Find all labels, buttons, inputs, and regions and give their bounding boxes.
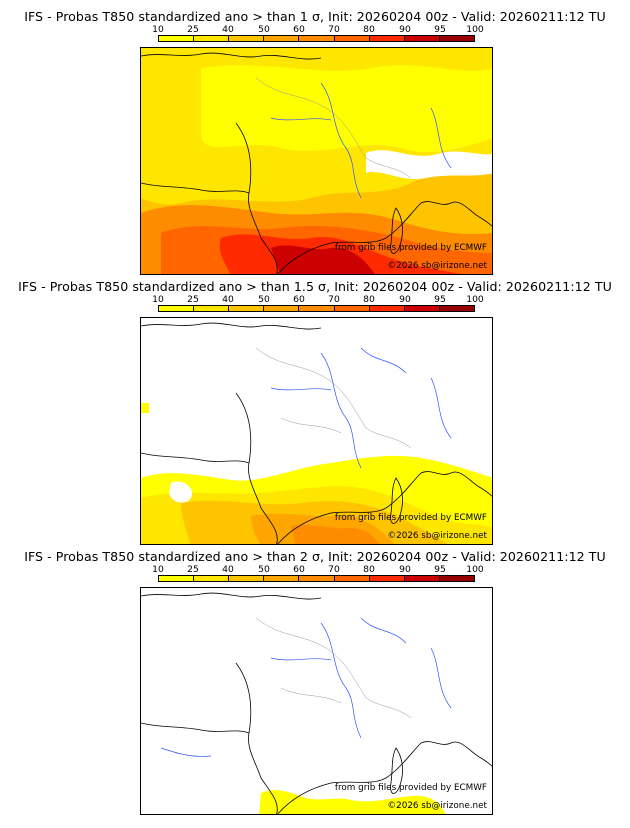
scale-tick: 70 bbox=[328, 294, 340, 305]
scale-swatch bbox=[264, 36, 300, 41]
scale-tick: 100 bbox=[466, 294, 484, 305]
probability-map bbox=[141, 48, 492, 274]
scale-tick: 70 bbox=[328, 564, 340, 575]
color-scale-labels: 10 25 40 50 60 70 80 90 95 100 bbox=[152, 294, 484, 305]
scale-tick: 40 bbox=[222, 24, 234, 35]
panel-1: IFS - Probas T850 standardized ano > tha… bbox=[0, 0, 630, 278]
field-10 bbox=[201, 65, 492, 153]
field-90 bbox=[271, 245, 375, 274]
rivers bbox=[270, 347, 452, 469]
source-credit: from grib files provided by ECMWF bbox=[334, 243, 487, 253]
scale-tick: 25 bbox=[187, 24, 199, 35]
borders bbox=[255, 77, 412, 179]
scale-swatch bbox=[334, 306, 370, 311]
scale-tick: 10 bbox=[152, 294, 164, 305]
scale-tick: 100 bbox=[466, 24, 484, 35]
scale-tick: 25 bbox=[187, 294, 199, 305]
scale-tick: 60 bbox=[293, 564, 305, 575]
scale-swatch bbox=[229, 576, 265, 581]
scale-swatch bbox=[404, 576, 440, 581]
color-scale-labels: 10 25 40 50 60 70 80 90 95 100 bbox=[152, 564, 484, 575]
copyright-credit: ©2026 sb@irizone.net bbox=[387, 531, 487, 541]
scale-tick: 80 bbox=[363, 24, 375, 35]
scale-swatch bbox=[229, 36, 265, 41]
scale-tick: 70 bbox=[328, 24, 340, 35]
scale-swatch bbox=[159, 576, 195, 581]
scale-tick: 10 bbox=[152, 564, 164, 575]
scale-swatch bbox=[159, 306, 195, 311]
scale-tick: 60 bbox=[293, 24, 305, 35]
scale-swatch bbox=[159, 36, 195, 41]
panel-2: IFS - Probas T850 standardized ano > tha… bbox=[0, 270, 630, 548]
scale-swatch bbox=[194, 306, 230, 311]
coastlines bbox=[141, 52, 492, 274]
panel-title: IFS - Probas T850 standardized ano > tha… bbox=[24, 9, 606, 24]
rivers bbox=[270, 82, 452, 199]
scale-tick: 95 bbox=[434, 564, 446, 575]
borders bbox=[255, 347, 412, 449]
scale-swatch bbox=[194, 36, 230, 41]
scale-tick: 80 bbox=[363, 564, 375, 575]
copyright-credit: ©2026 sb@irizone.net bbox=[387, 261, 487, 271]
scale-tick: 10 bbox=[152, 24, 164, 35]
scale-tick: 50 bbox=[258, 564, 270, 575]
scale-swatch bbox=[404, 36, 440, 41]
scale-swatch bbox=[299, 576, 335, 581]
scale-tick: 40 bbox=[222, 564, 234, 575]
panel-title: IFS - Probas T850 standardized ano > tha… bbox=[18, 279, 612, 294]
source-credit: from grib files provided by ECMWF bbox=[334, 783, 487, 793]
coastlines bbox=[141, 322, 492, 544]
field-60 bbox=[291, 524, 380, 544]
field-10 bbox=[141, 403, 149, 413]
scale-swatch bbox=[264, 576, 300, 581]
borders bbox=[255, 617, 412, 719]
source-credit: from grib files provided by ECMWF bbox=[334, 513, 487, 523]
copyright-credit: ©2026 sb@irizone.net bbox=[387, 801, 487, 811]
scale-tick: 90 bbox=[399, 24, 411, 35]
scale-swatch bbox=[334, 576, 370, 581]
scale-swatch bbox=[334, 36, 370, 41]
scale-tick: 95 bbox=[434, 294, 446, 305]
color-scale-labels: 10 25 40 50 60 70 80 90 95 100 bbox=[152, 24, 484, 35]
color-scale-bar bbox=[158, 575, 475, 582]
color-scale-bar bbox=[158, 305, 475, 312]
field-below-10 bbox=[141, 588, 492, 814]
field-below-10 bbox=[366, 150, 492, 179]
map-frame: from grib files provided by ECMWF ©2026 … bbox=[140, 587, 493, 815]
scale-swatch bbox=[369, 36, 405, 41]
scale-swatch bbox=[369, 306, 405, 311]
field-10 bbox=[259, 790, 446, 814]
scale-tick: 60 bbox=[293, 294, 305, 305]
scale-swatch bbox=[404, 306, 440, 311]
probability-map bbox=[141, 318, 492, 544]
rivers bbox=[160, 617, 452, 757]
scale-tick: 80 bbox=[363, 294, 375, 305]
scale-tick: 50 bbox=[258, 294, 270, 305]
scale-swatch bbox=[299, 36, 335, 41]
scale-tick: 50 bbox=[258, 24, 270, 35]
scale-tick: 25 bbox=[187, 564, 199, 575]
field-below-10 bbox=[169, 481, 192, 503]
scale-swatch bbox=[439, 576, 474, 581]
scale-swatch bbox=[369, 576, 405, 581]
panel-title: IFS - Probas T850 standardized ano > tha… bbox=[24, 549, 606, 564]
scale-swatch bbox=[439, 306, 474, 311]
scale-swatch bbox=[194, 576, 230, 581]
scale-tick: 40 bbox=[222, 294, 234, 305]
scale-swatch bbox=[264, 306, 300, 311]
probability-map bbox=[141, 588, 492, 814]
coastlines bbox=[141, 592, 492, 814]
scale-swatch bbox=[439, 36, 474, 41]
map-frame: from grib files provided by ECMWF ©2026 … bbox=[140, 47, 493, 275]
scale-tick: 90 bbox=[399, 564, 411, 575]
scale-tick: 90 bbox=[399, 294, 411, 305]
map-frame: from grib files provided by ECMWF ©2026 … bbox=[140, 317, 493, 545]
scale-tick: 100 bbox=[466, 564, 484, 575]
panel-3: IFS - Probas T850 standardized ano > tha… bbox=[0, 540, 630, 828]
color-scale-bar bbox=[158, 35, 475, 42]
scale-swatch bbox=[299, 306, 335, 311]
scale-tick: 95 bbox=[434, 24, 446, 35]
scale-swatch bbox=[229, 306, 265, 311]
